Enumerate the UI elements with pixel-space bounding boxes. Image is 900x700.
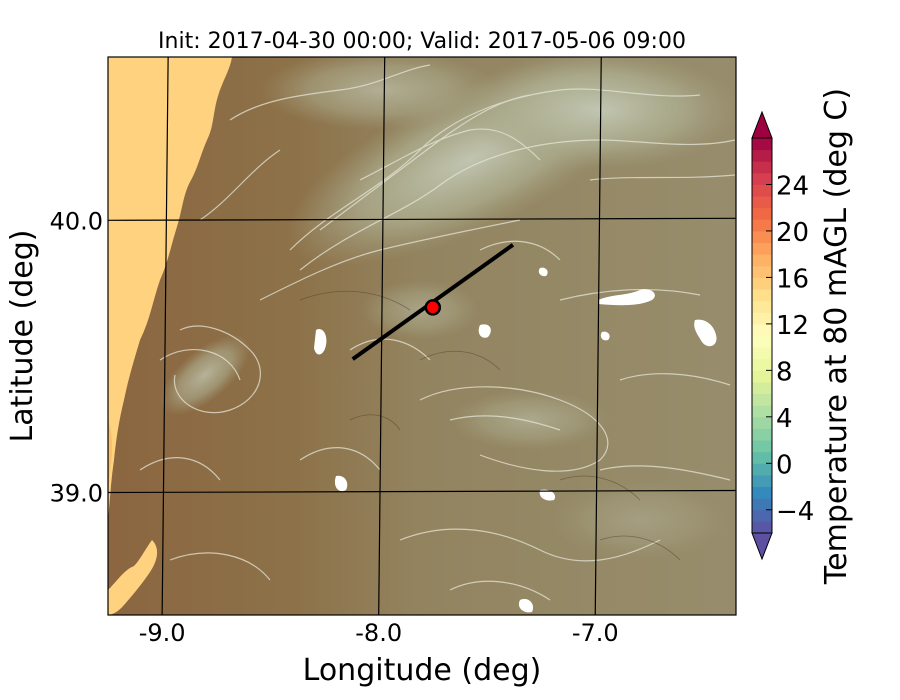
colorbar-segment (752, 207, 772, 220)
colorbar-segment (752, 242, 772, 255)
colorbar-segment (752, 172, 772, 185)
colorbar-tick-label: 16 (776, 264, 809, 294)
colorbar-segment (752, 254, 772, 267)
colorbar-segment (752, 265, 772, 278)
colorbar-segment (752, 474, 772, 488)
colorbar-segment (752, 486, 772, 499)
colorbar-tick-label: 0 (776, 450, 793, 480)
map-panel (108, 57, 736, 615)
terrain-contours (139, 64, 736, 601)
x-axis-label: Longitude (deg) (303, 653, 542, 688)
colorbar-segment (752, 370, 772, 383)
y-axis-ticks: 40.0 39.0 (50, 207, 103, 507)
terrain-highlands (159, 57, 736, 560)
ocean (108, 57, 232, 520)
colorbar-segment (752, 312, 772, 325)
colorbar-segment (752, 509, 772, 522)
colorbar-segment (752, 277, 772, 290)
colorbar-segment (752, 323, 772, 336)
colorbar-tick-label: 12 (776, 311, 809, 341)
colorbar-segment (752, 138, 772, 151)
x-tick-label: -8.0 (355, 619, 402, 647)
colorbar-frame (751, 137, 773, 534)
colorbar-segment (752, 405, 772, 418)
colorbar-segment (752, 184, 772, 197)
colorbar-ticks: −4 0 4 8 12 16 20 24 (766, 171, 814, 527)
x-tick-label: -9.0 (139, 619, 186, 647)
colorbar-segment (752, 347, 772, 360)
meridian-line (594, 57, 602, 615)
colorbar-segment (752, 289, 772, 302)
colorbar-tick-label: 4 (776, 404, 793, 434)
colorbar-segment (752, 451, 772, 464)
colorbar-tick-label: 8 (776, 357, 793, 387)
y-tick-label: 40.0 (50, 207, 103, 235)
colorbar-segment (752, 381, 772, 395)
meridian-line (378, 57, 386, 615)
y-tick-label: 39.0 (50, 480, 103, 508)
colorbar-segment (752, 521, 772, 534)
y-axis-label: Latitude (deg) (5, 230, 40, 443)
colorbar-segment (752, 428, 772, 441)
x-axis-ticks: -9.0 -8.0 -7.0 (139, 619, 619, 647)
colorbar-segment (752, 393, 772, 406)
graticule (108, 57, 736, 615)
colorbar-tick-label: 20 (776, 218, 809, 248)
x-tick-label: -7.0 (572, 619, 619, 647)
colorbar-segment (752, 358, 772, 371)
colorbar-segment (752, 498, 772, 511)
ocean-south (108, 540, 158, 615)
colorbar-tick-label: 24 (776, 171, 809, 201)
parallel-line (108, 489, 736, 494)
colorbar-segment (752, 440, 772, 453)
colorbar-extend-max (751, 110, 773, 139)
colorbar-segment (752, 463, 772, 476)
colorbar-tick-label: −4 (776, 497, 814, 527)
plot-frame (107, 56, 737, 616)
meridian-line (161, 57, 169, 615)
colorbar-label: Temperature at 80 mAGL (deg C) (819, 88, 854, 585)
colorbar-segment (752, 149, 772, 162)
chart-title: Init: 2017-04-30 00:00; Valid: 2017-05-0… (158, 29, 686, 54)
water-bodies (314, 267, 717, 613)
location-marker (424, 299, 442, 316)
terrain-contours-dark (299, 290, 681, 561)
colorbar-segment (752, 416, 772, 429)
colorbar (751, 110, 773, 561)
colorbar-segment (752, 335, 772, 348)
colorbar-segment (752, 219, 772, 232)
colorbar-extend-min (751, 532, 773, 561)
colorbar-segment (752, 161, 772, 174)
colorbar-segment (752, 300, 772, 313)
parallel-line (108, 217, 736, 221)
coastal-shelf (108, 420, 113, 500)
colorbar-segment (752, 196, 772, 209)
overlay (351, 243, 515, 361)
colorbar-segment (752, 230, 772, 244)
